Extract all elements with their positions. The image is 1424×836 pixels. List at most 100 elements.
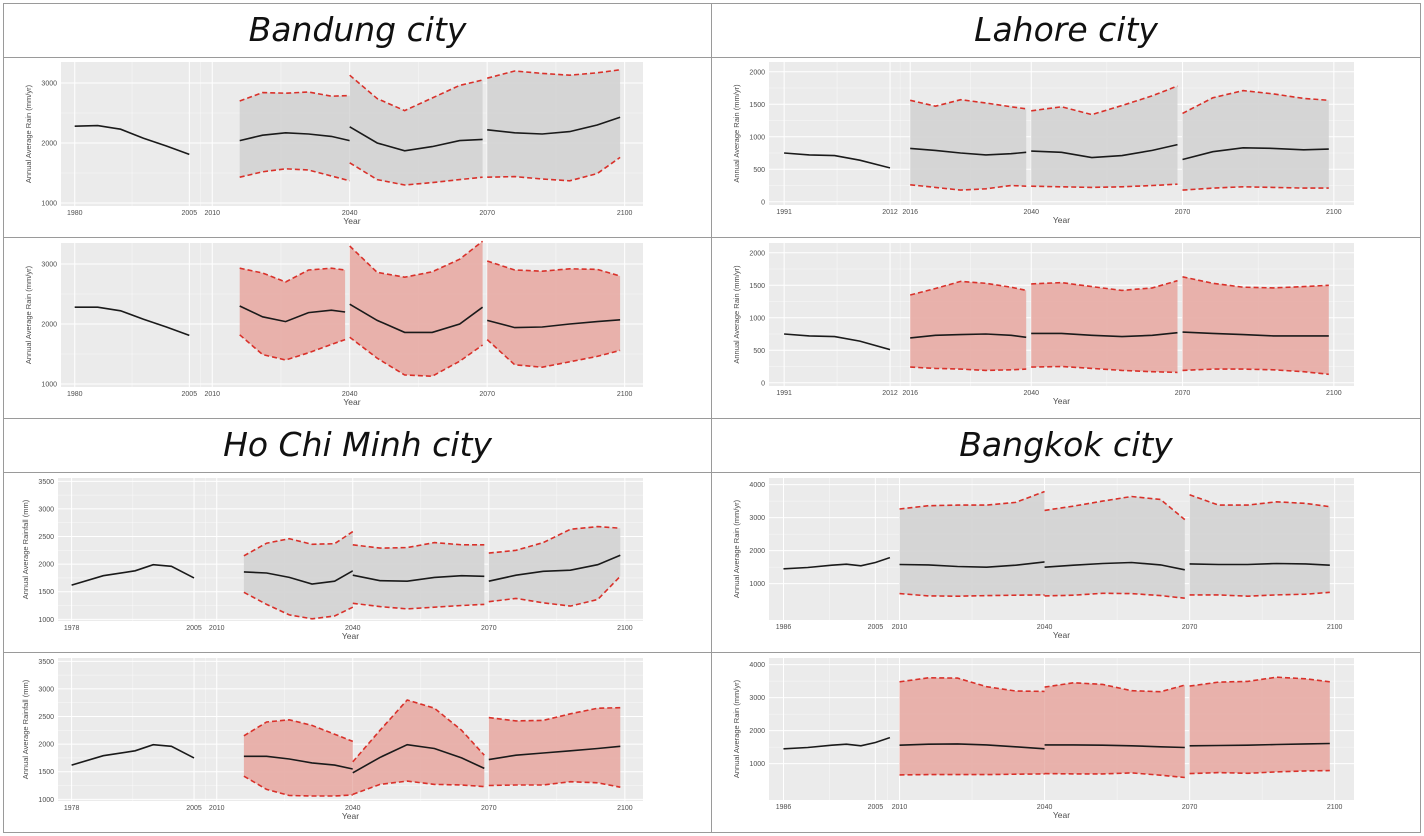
y-tick-label: 1000 [749,761,765,768]
title-cell-bangkok: Bangkok city [711,418,1421,473]
x-axis-label: Year [343,216,360,226]
x-tick-label: 1980 [67,391,83,398]
mean-projection-line [899,743,1045,750]
x-tick-label: 2070 [1182,804,1198,811]
x-tick-label: 2070 [1175,209,1191,216]
x-tick-label: 2070 [479,391,495,398]
lower-bound-line [349,336,484,378]
mean-projection-line [1182,146,1329,161]
x-tick-label: 1991 [776,209,792,216]
x-tick-label: 2040 [1037,624,1053,631]
x-tick-label: 1978 [64,625,80,632]
y-tick-label: 3000 [38,686,54,693]
uncertainty-band [899,491,1045,597]
lower-bound-line [239,334,346,361]
upper-bound-line [352,541,485,549]
lower-bound-line [487,156,621,182]
uncertainty-band [1031,280,1178,373]
lower-bound-line [349,162,483,186]
lower-bound-line [1044,772,1185,779]
lower-bound-line [486,339,621,369]
x-tick-label: 2070 [479,210,495,217]
y-tick-label: 2000 [749,548,765,555]
city-title: Ho Chi Minh city [223,425,492,464]
historical-line [783,556,891,570]
uncertainty-band [352,542,485,609]
mean-projection-line [352,574,485,583]
historical-line [71,743,195,766]
uncertainty-band [349,241,483,377]
upper-bound-line [1182,89,1329,115]
mean-projection-line [1044,744,1185,749]
upper-bound-line [486,69,621,79]
mean-projection-line [488,745,621,761]
uncertainty-band [487,69,621,181]
upper-bound-line [239,267,346,283]
y-tick-label: 2000 [749,250,765,257]
x-tick-label: 2070 [481,805,497,812]
x-tick-label: 2100 [617,391,633,398]
y-tick-label: 1000 [38,617,54,624]
y-axis-label: Annual Average Rain (mm/yr) [24,265,33,364]
uncertainty-band [239,92,350,181]
upper-bound-line [486,260,621,277]
y-tick-label: 1500 [38,769,54,776]
mean-projection-line [486,319,621,329]
x-tick-label: 2010 [892,804,908,811]
title-cell-bandung: Bandung city [3,3,712,58]
mean-projection-line [487,116,621,135]
uncertainty-band [352,700,485,795]
y-axis-label: Annual Average Rain (mm/yr) [732,679,741,778]
y-tick-label: 1500 [749,283,765,290]
x-axis-label: Year [1053,630,1070,640]
lower-bound-line [899,592,1045,598]
uncertainty-band [1182,90,1329,191]
lower-bound-line [899,773,1045,776]
uncertainty-band [1189,494,1330,597]
historical-line [783,736,891,750]
y-tick-label: 2500 [38,534,54,541]
lower-bound-line [488,780,621,788]
y-tick-label: 2000 [38,562,54,569]
historical-line [71,563,195,586]
uncertainty-band [910,281,1027,371]
y-tick-label: 1000 [38,797,54,804]
y-tick-label: 3000 [749,515,765,522]
x-tick-label: 2100 [1327,624,1343,631]
x-tick-label: 2040 [1037,804,1053,811]
y-axis-label: Annual Average Rain (mm/yr) [732,265,741,364]
upper-bound-line [243,718,354,743]
lower-bound-line [352,602,485,610]
x-tick-label: 2040 [345,625,361,632]
mean-projection-line [899,561,1045,569]
uncertainty-band [1031,86,1178,188]
lower-bound-line [243,775,353,797]
x-tick-label: 2005 [868,804,884,811]
mean-projection-line [1031,331,1178,338]
x-tick-label: 2040 [342,210,358,217]
x-tick-label: 1978 [64,805,80,812]
x-tick-label: 1980 [67,210,83,217]
x-tick-label: 2100 [617,625,633,632]
lower-bound-line [1189,591,1330,598]
x-tick-label: 2010 [204,391,220,398]
x-axis-label: Year [342,811,359,821]
x-tick-label: 2100 [617,805,633,812]
y-tick-label: 500 [753,348,765,355]
mean-projection-line [910,333,1027,339]
mean-projection-line [239,305,346,323]
upper-bound-line [1044,495,1186,521]
upper-bound-line [899,490,1045,510]
x-tick-label: 2010 [204,210,220,217]
y-tick-label: 1500 [749,102,765,109]
y-tick-label: 3500 [38,479,54,486]
x-tick-label: 2005 [182,391,198,398]
upper-bound-line [899,676,1045,693]
upper-bound-line [352,699,485,763]
uncertainty-band [1044,682,1185,778]
mean-projection-line [1031,143,1178,159]
uncertainty-band [243,719,353,796]
y-tick-label: 0 [761,199,765,206]
historical-line [74,306,190,337]
y-tick-label: 1500 [38,589,54,596]
